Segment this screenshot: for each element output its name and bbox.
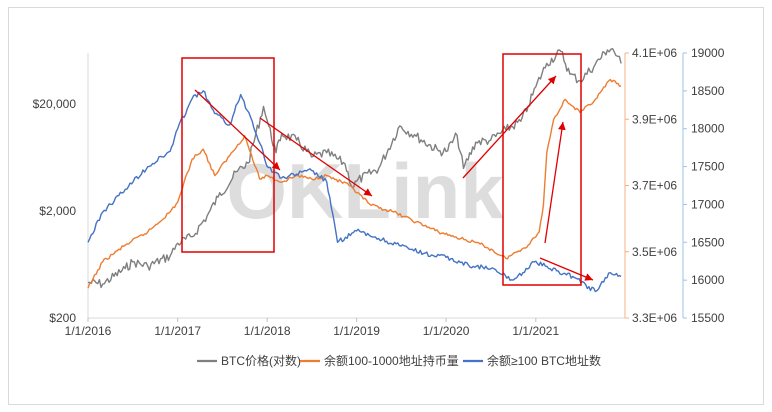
highlight-box-2021	[502, 53, 582, 286]
x-tick-label: 1/1/2017	[154, 324, 201, 338]
x-axis-ticks: 1/1/2016 1/1/2017 1/1/2018 1/1/2019 1/1/2020…	[65, 318, 559, 338]
left-tick-label: $20,000	[33, 97, 77, 111]
x-tick-label: 1/1/2016	[65, 324, 112, 338]
legend-label-address_count: 余额≥100 BTC地址数	[487, 353, 601, 368]
x-tick-label: 1/1/2020	[423, 324, 470, 338]
holdings-tick-label: 3.7E+06	[632, 179, 677, 193]
trend-arrow-2018-decline	[259, 117, 373, 197]
holdings-tick-label: 3.5E+06	[632, 245, 677, 259]
left-tick-label: $200	[49, 311, 76, 325]
x-tick-label: 1/1/2021	[512, 324, 559, 338]
address-tick-label: 15500	[691, 311, 725, 325]
left-axis-ticks: $200 $2,000 $20,000	[33, 97, 77, 325]
address-tick-label: 16000	[691, 273, 725, 287]
x-tick-label: 1/1/2019	[333, 324, 380, 338]
address-tick-label: 18000	[691, 122, 725, 136]
left-tick-label: $2,000	[39, 204, 76, 218]
address-axis-ticks: 15500 16000 16500 17000 17500 18000 18500 19000	[683, 46, 725, 325]
holdings-axis-ticks: 3.3E+06 3.5E+06 3.7E+06 3.9E+06 4.1E+06	[625, 46, 677, 325]
trend-arrow-2021-holdings	[544, 121, 566, 244]
address-tick-label: 19000	[691, 46, 725, 60]
address-tick-label: 18500	[691, 84, 725, 98]
legend-label-holdings: 余额100-1000地址持币量	[324, 353, 459, 368]
annotations	[181, 53, 594, 286]
trend-arrow-2020-price	[462, 75, 557, 179]
legend-label-price: BTC价格(对数)	[221, 353, 301, 368]
series-line-holdings	[87, 78, 622, 289]
address-tick-label: 16500	[691, 235, 725, 249]
chart-frame	[8, 7, 764, 405]
legend: BTC价格(对数) 余额100-1000地址持币量 余额≥100 BTC地址数	[197, 353, 601, 368]
holdings-tick-label: 4.1E+06	[632, 46, 677, 60]
address-tick-label: 17000	[691, 197, 725, 211]
trend-arrow-2021-addresses	[539, 257, 594, 281]
holdings-tick-label: 3.3E+06	[632, 311, 677, 325]
plot-area	[87, 53, 684, 319]
series-line-address_count	[87, 90, 622, 293]
trend-arrow-2017-address	[194, 89, 281, 171]
holdings-tick-label: 3.9E+06	[632, 112, 677, 126]
address-tick-label: 17500	[691, 160, 725, 174]
x-tick-label: 1/1/2018	[244, 324, 291, 338]
highlight-box-2017	[181, 57, 275, 253]
